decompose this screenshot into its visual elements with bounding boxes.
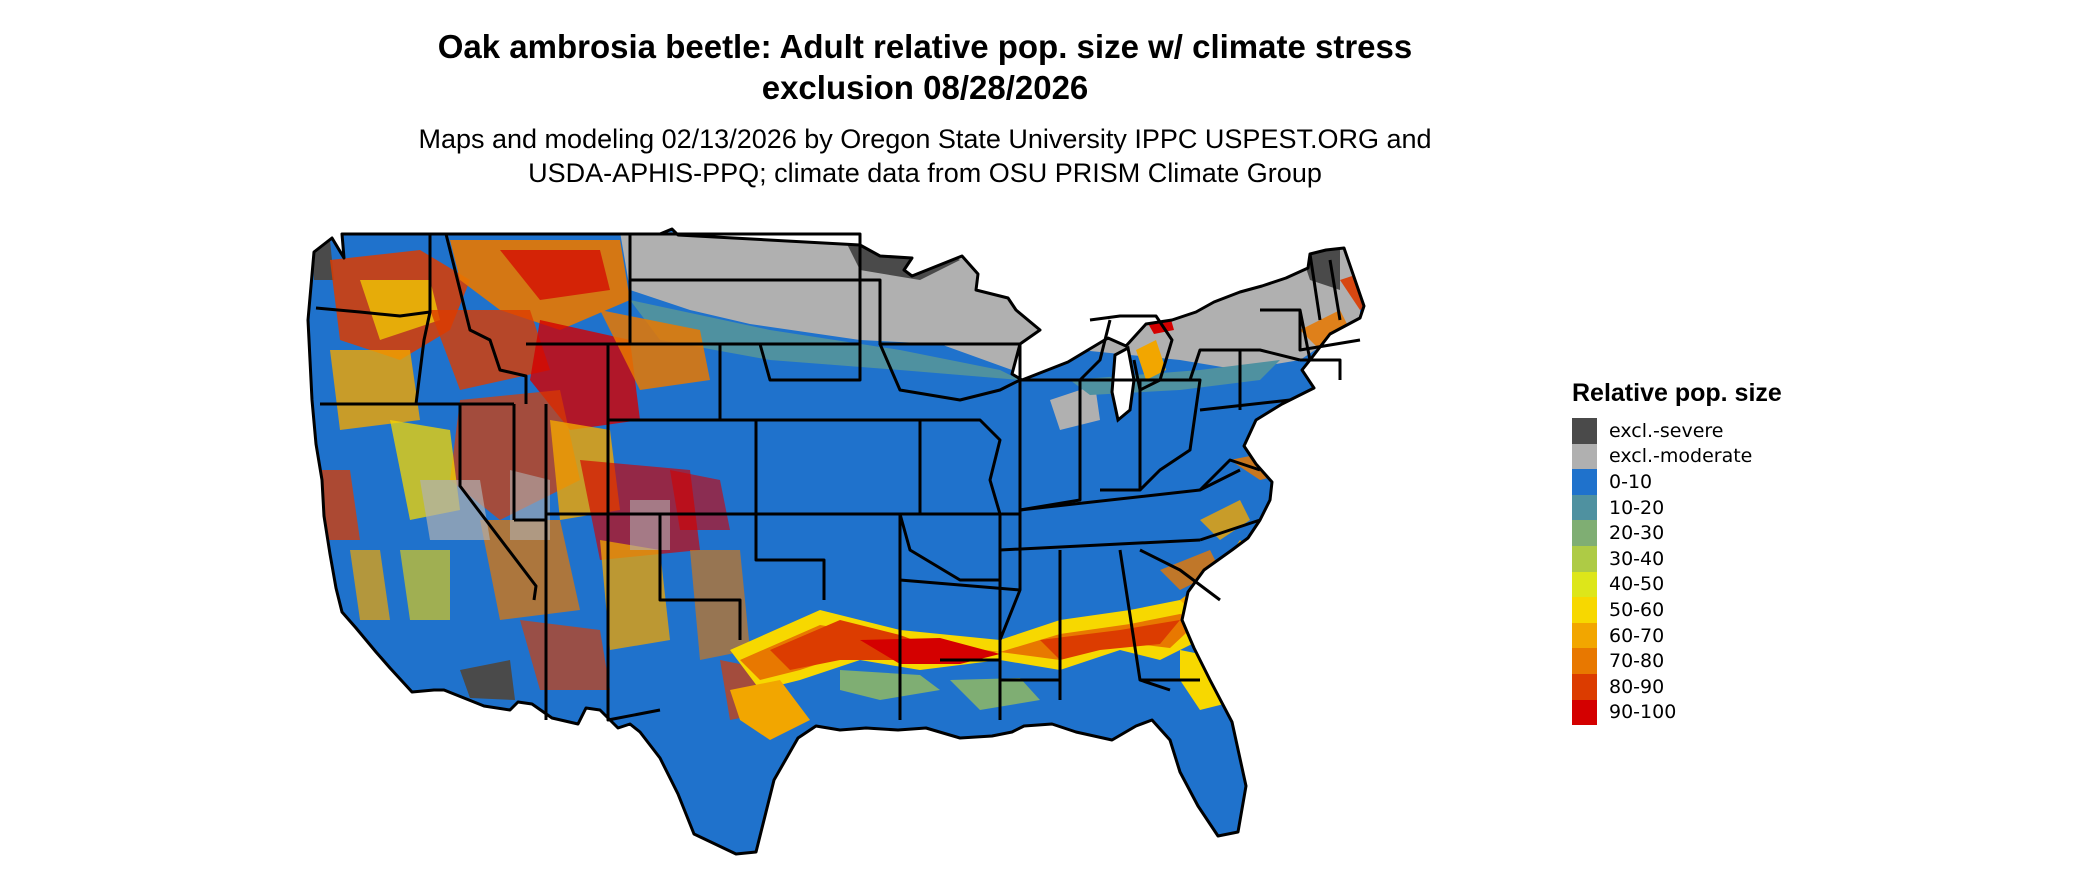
legend-item: excl.-severe (1572, 418, 1782, 444)
legend-item: 20-30 (1572, 520, 1782, 546)
legend-swatch (1572, 418, 1597, 444)
legend: Relative pop. size excl.-severe excl.-mod… (1572, 378, 1782, 726)
legend-label: 90-100 (1609, 701, 1677, 724)
legend-item: excl.-moderate (1572, 443, 1782, 470)
legend-swatch (1572, 622, 1597, 649)
legend-label: excl.-moderate (1609, 445, 1753, 468)
legend-label: 30-40 (1609, 547, 1665, 570)
suitability-raster (310, 230, 1364, 740)
legend-swatch (1572, 673, 1597, 700)
legend-swatch (1572, 699, 1597, 726)
legend-label: 20-30 (1609, 522, 1665, 545)
map-title: Oak ambrosia beetle: Adult relative pop.… (0, 26, 1850, 108)
legend-title: Relative pop. size (1572, 379, 1782, 407)
title-line-2: exclusion 08/28/2026 (761, 69, 1089, 106)
subtitle-line-1: Maps and modeling 02/13/2026 by Oregon S… (418, 124, 1432, 154)
legend-swatch (1572, 597, 1597, 623)
legend-label: 0-10 (1609, 470, 1653, 493)
legend-swatch (1572, 494, 1597, 521)
state-borders (306, 227, 1366, 856)
title-line-1: Oak ambrosia beetle: Adult relative pop.… (437, 28, 1413, 65)
legend-label: excl.-severe (1609, 419, 1724, 442)
legend-label: 70-80 (1609, 650, 1665, 673)
legend-swatch (1572, 520, 1597, 546)
legend-label: 10-20 (1609, 496, 1665, 519)
legend-item: 40-50 (1572, 571, 1782, 598)
legend-item: 60-70 (1572, 622, 1782, 649)
legend-item: 70-80 (1572, 648, 1782, 674)
us-map (306, 227, 1366, 856)
legend-label: 50-60 (1609, 598, 1665, 621)
legend-item: 30-40 (1572, 545, 1782, 572)
subtitle-line-2: USDA-APHIS-PPQ; climate data from OSU PR… (528, 158, 1322, 188)
legend-swatch (1572, 648, 1597, 674)
legend-label: 40-50 (1609, 573, 1665, 596)
legend-swatch (1572, 545, 1597, 572)
legend-label: 60-70 (1609, 624, 1665, 647)
legend-item: 90-100 (1572, 699, 1782, 726)
legend-label: 80-90 (1609, 675, 1665, 698)
legend-swatch (1572, 469, 1597, 495)
legend-swatch (1572, 443, 1597, 470)
legend-item: 80-90 (1572, 673, 1782, 700)
legend-item: 50-60 (1572, 597, 1782, 623)
map-subtitle: Maps and modeling 02/13/2026 by Oregon S… (0, 122, 1850, 190)
legend-items: excl.-severe excl.-moderate 0-10 10-20 20-30… (1572, 418, 1782, 726)
legend-swatch (1572, 571, 1597, 598)
legend-item: 10-20 (1572, 494, 1782, 521)
legend-item: 0-10 (1572, 469, 1782, 495)
